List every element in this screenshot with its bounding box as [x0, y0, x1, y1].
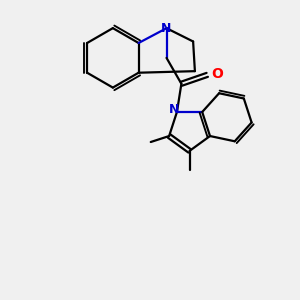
Text: N: N	[161, 22, 172, 35]
Text: O: O	[211, 67, 223, 81]
Text: N: N	[169, 103, 180, 116]
